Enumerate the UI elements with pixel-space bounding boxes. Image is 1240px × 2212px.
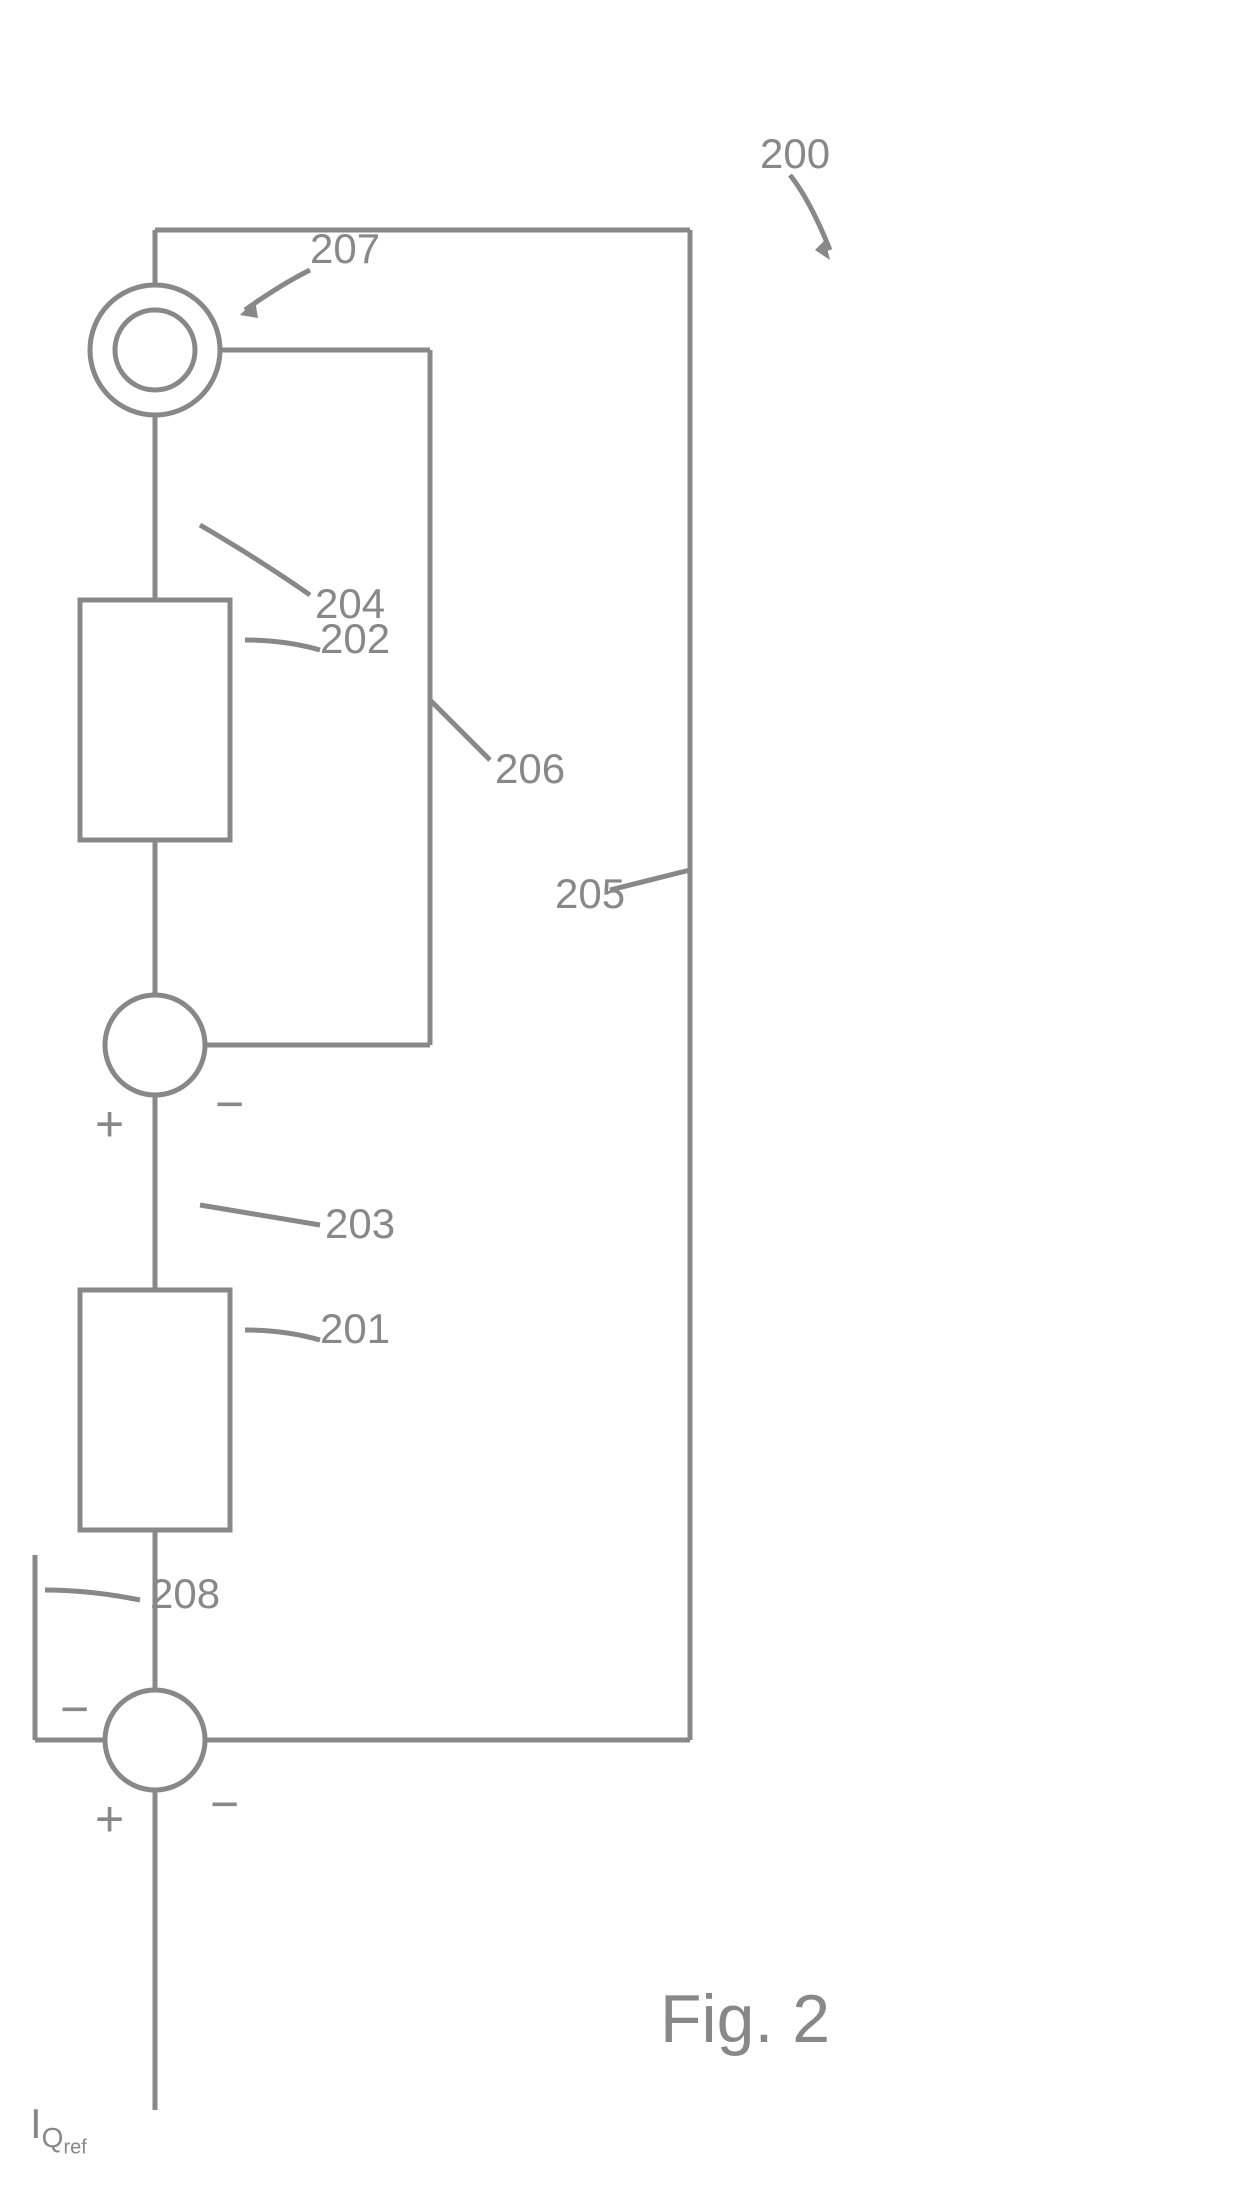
leader-204 (200, 525, 310, 595)
block-diagram: 200 207 202 204 206 205 201 203 208 204 … (0, 0, 1240, 2212)
label-206: 206 (495, 745, 565, 793)
leader-206 (430, 700, 490, 760)
label-200: 200 (760, 130, 830, 178)
input-label: IQref (30, 2100, 87, 2160)
label-201: 201 (320, 1305, 390, 1353)
label-204b: 204 (315, 580, 385, 628)
label-203: 203 (325, 1200, 395, 1248)
sign-minus-2: − (215, 1075, 244, 1133)
leader-203 (200, 1205, 320, 1225)
leader-202 (245, 640, 320, 650)
label-205: 205 (555, 870, 625, 918)
block-201 (80, 1290, 230, 1530)
leader-201 (245, 1330, 320, 1340)
sign-plus-2: + (95, 1095, 124, 1153)
figure-title: Fig. 2 (660, 1980, 830, 2058)
diagram-svg (0, 0, 1240, 2212)
summing-junction-2 (105, 995, 205, 1095)
sign-minus-1a: − (60, 1680, 89, 1738)
arrow-207 (240, 300, 258, 318)
sign-minus-1b: − (210, 1775, 239, 1833)
leader-208 (45, 1590, 140, 1600)
machine-inner (115, 310, 195, 390)
block-202 (80, 600, 230, 840)
label-208: 208 (150, 1570, 220, 1618)
sign-plus-1: + (95, 1790, 124, 1848)
leader-200 (790, 175, 830, 250)
label-207: 207 (310, 225, 380, 273)
summing-junction-1 (105, 1690, 205, 1790)
machine-outer (90, 285, 220, 415)
